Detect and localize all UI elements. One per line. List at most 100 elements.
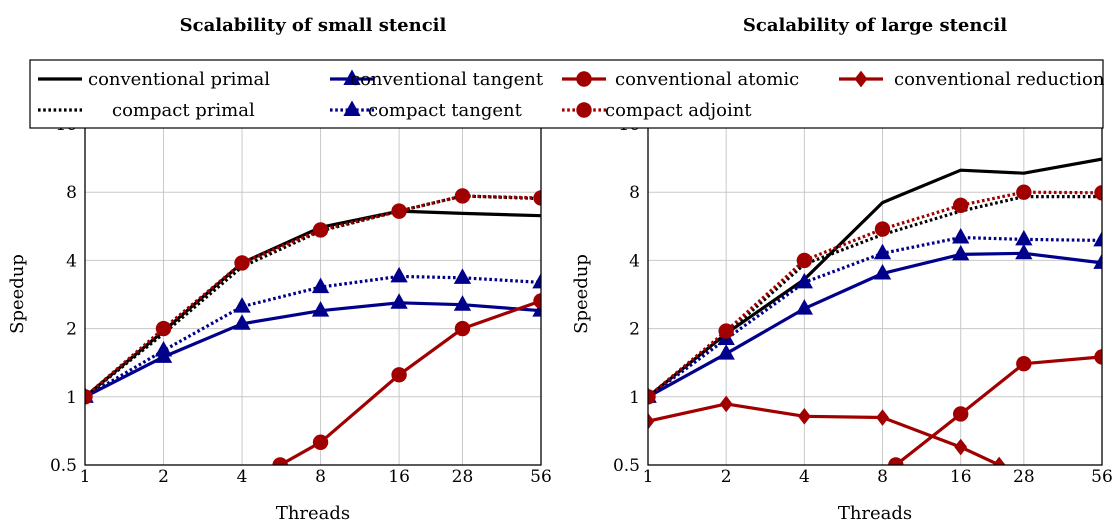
data-point <box>1015 229 1033 246</box>
data-point <box>1016 355 1032 372</box>
series-conventional-tangent <box>85 293 541 403</box>
data-point <box>1015 243 1033 260</box>
data-point <box>718 323 734 339</box>
x-tick-label: 4 <box>799 467 810 487</box>
x-tick-label: 28 <box>452 467 474 487</box>
data-point <box>796 252 813 269</box>
x-tick-label: 16 <box>950 467 972 487</box>
data-point <box>390 266 408 283</box>
legend-label: compact tangent <box>368 100 523 121</box>
series-compact-tangent <box>85 266 541 403</box>
data-point <box>873 264 892 280</box>
legend-label: compact adjoint <box>605 100 752 121</box>
data-point <box>453 295 472 311</box>
legend-label: compact primal <box>112 100 255 121</box>
data-point <box>795 299 814 315</box>
y-axis-label: Speedup <box>571 254 592 334</box>
data-point <box>1093 230 1102 247</box>
data-point <box>797 408 811 425</box>
series-line <box>648 402 1000 465</box>
legend-marker <box>576 102 592 118</box>
data-point <box>648 389 656 405</box>
series-line <box>85 274 541 399</box>
series-line <box>648 251 1102 399</box>
data-point <box>873 243 892 260</box>
data-point <box>532 272 541 289</box>
chart-title: Scalability of large stencil <box>743 15 1007 36</box>
grid <box>647 123 1103 466</box>
y-tick-label: 1 <box>629 388 640 408</box>
series-conventional-atomic <box>888 349 1102 465</box>
data-point <box>311 301 330 317</box>
data-point <box>1093 253 1102 269</box>
series-layer <box>648 157 1102 465</box>
legend-label: conventional tangent <box>350 69 544 90</box>
series-line <box>648 195 1102 399</box>
y-tick-label: 2 <box>629 320 640 340</box>
y-tick-label: 0.5 <box>613 456 640 476</box>
series-line <box>85 194 541 399</box>
data-point <box>874 221 891 237</box>
data-point <box>719 395 733 413</box>
series-line <box>648 190 1102 399</box>
data-point <box>155 320 172 337</box>
y-tick-label: 0.5 <box>50 456 77 476</box>
legend-label: conventional primal <box>88 69 270 90</box>
x-tick-label: 56 <box>530 467 552 487</box>
data-point <box>454 188 471 204</box>
plot-frame <box>84 123 542 466</box>
legend-marker <box>343 69 361 85</box>
data-point <box>953 406 969 422</box>
data-point <box>391 367 407 383</box>
y-tick-label: 4 <box>66 251 77 271</box>
series-conventional-atomic <box>272 293 541 465</box>
data-point <box>453 268 472 284</box>
data-point <box>311 277 330 294</box>
x-tick-label: 56 <box>1091 467 1113 487</box>
legend-entry-conventional-reduction: conventional reduction <box>839 69 1105 90</box>
data-point <box>312 222 329 238</box>
series-compact-adjoint <box>85 188 541 405</box>
plot-frame <box>647 123 1103 466</box>
legend-entry-conventional-tangent: conventional tangent <box>330 69 544 90</box>
legend-entry-conventional-atomic: conventional atomic <box>562 69 799 90</box>
x-axis-label: Threads <box>838 503 912 524</box>
data-point <box>953 197 969 214</box>
grid <box>84 123 542 466</box>
y-tick-label: 1 <box>66 388 77 408</box>
data-point <box>1094 185 1102 201</box>
legend-label: conventional reduction <box>894 69 1105 90</box>
series-compact-adjoint <box>648 184 1102 405</box>
x-axis-label: Threads <box>276 503 350 524</box>
data-point <box>648 412 655 430</box>
legend-entry-conventional-primal: conventional primal <box>38 69 270 90</box>
legend-entry-compact-adjoint: compact adjoint <box>562 100 752 121</box>
series-compact-primal <box>85 194 541 399</box>
x-tick-label: 28 <box>1013 467 1035 487</box>
legend-label: conventional atomic <box>615 69 799 90</box>
data-point <box>454 320 471 337</box>
data-point <box>390 293 408 309</box>
x-tick-label: 8 <box>877 467 888 487</box>
legend-marker <box>343 100 361 116</box>
data-point <box>954 438 968 456</box>
chart-title: Scalability of small stencil <box>180 15 447 36</box>
y-tick-label: 8 <box>629 183 640 203</box>
chart-large-stencil: Scalability of large stencil 1 2 4 8 16 28 560… <box>571 15 1113 524</box>
data-point <box>234 255 250 271</box>
series-conventional-tangent <box>648 243 1102 403</box>
data-point <box>312 434 329 450</box>
x-tick-label: 2 <box>721 467 732 487</box>
data-point <box>717 344 735 360</box>
data-point <box>154 341 173 357</box>
y-tick-label: 8 <box>66 183 77 203</box>
data-point <box>952 244 970 261</box>
data-point <box>391 203 407 219</box>
x-tick-label: 1 <box>80 467 91 487</box>
x-tick-label: 1 <box>643 467 654 487</box>
series-line <box>85 194 541 399</box>
data-point <box>532 301 541 317</box>
data-point <box>876 409 889 426</box>
